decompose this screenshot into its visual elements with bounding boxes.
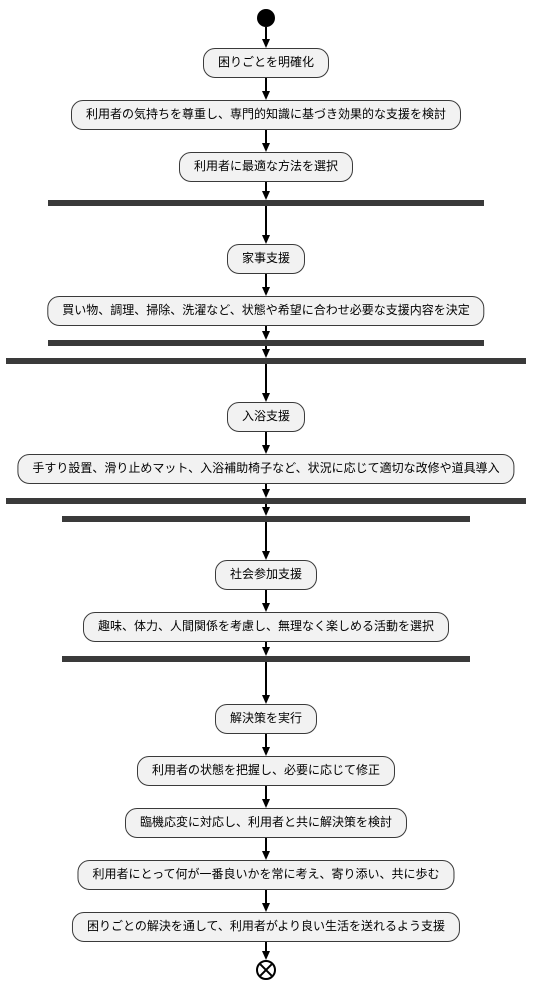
arrow-head xyxy=(262,747,270,756)
activity-node: 買い物、調理、掃除、洗濯など、状態や希望に合わせ必要な支援内容を決定 xyxy=(47,296,484,326)
sync-bar xyxy=(62,516,470,522)
activity-node: 趣味、体力、人間関係を考慮し、無理なく楽しめる活動を選択 xyxy=(83,612,449,642)
arrow-head xyxy=(262,551,270,560)
activity-node: 利用者の状態を把握し、必要に応じて修正 xyxy=(137,756,395,786)
arrow-head xyxy=(262,445,270,454)
arrow-line xyxy=(265,206,267,235)
activity-node: 困りごとの解決を通して、利用者がより良い生活を送れるよう支援 xyxy=(72,912,460,942)
activity-node: 手すり設置、滑り止めマット、入浴補助椅子など、状況に応じて適切な改修や道具導入 xyxy=(17,454,514,484)
sync-bar xyxy=(6,498,526,504)
start-node xyxy=(257,9,275,27)
activity-node: 社会参加支援 xyxy=(215,560,317,590)
arrow-head xyxy=(262,349,270,358)
arrow-line xyxy=(265,27,267,39)
arrow-head xyxy=(262,647,270,656)
arrow-line xyxy=(265,364,267,393)
activity-node: 解決策を実行 xyxy=(215,704,317,734)
activity-node: 困りごとを明確化 xyxy=(203,48,329,78)
sync-bar xyxy=(48,200,484,206)
arrow-head xyxy=(262,799,270,808)
activity-node: 利用者にとって何が一番良いかを常に考え、寄り添い、共に歩む xyxy=(77,860,454,890)
arrow-head xyxy=(262,951,270,960)
arrow-line xyxy=(265,522,267,551)
activity-node: 臨機応変に対応し、利用者と共に解決策を検討 xyxy=(125,808,407,838)
sync-bar xyxy=(62,656,470,662)
arrow-head xyxy=(262,851,270,860)
sync-bar xyxy=(48,340,484,346)
arrow-head xyxy=(262,331,270,340)
sync-bar xyxy=(6,358,526,364)
end-node xyxy=(256,960,276,980)
arrow-head xyxy=(262,507,270,516)
flowchart-canvas: 困りごとを明確化利用者の気持ちを尊重し、専門的知識に基づき効果的な支援を検討利用… xyxy=(0,0,533,991)
activity-node: 家事支援 xyxy=(227,244,305,274)
arrow-head xyxy=(262,603,270,612)
arrow-head xyxy=(262,489,270,498)
arrow-head xyxy=(262,235,270,244)
arrow-head xyxy=(262,287,270,296)
arrow-head xyxy=(262,39,270,48)
arrow-head xyxy=(262,903,270,912)
arrow-line xyxy=(265,662,267,695)
activity-node: 利用者に最適な方法を選択 xyxy=(179,152,353,182)
arrow-head xyxy=(262,191,270,200)
arrow-head xyxy=(262,393,270,402)
arrow-head xyxy=(262,143,270,152)
arrow-head xyxy=(262,695,270,704)
activity-node: 利用者の気持ちを尊重し、専門的知識に基づき効果的な支援を検討 xyxy=(71,100,461,130)
arrow-head xyxy=(262,91,270,100)
activity-node: 入浴支援 xyxy=(227,402,305,432)
